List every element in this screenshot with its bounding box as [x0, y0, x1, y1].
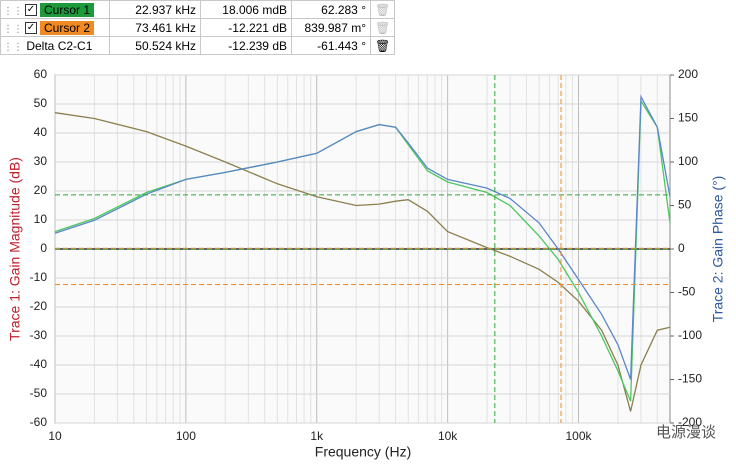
- frequency: 22.937 kHz: [109, 0, 201, 19]
- y2-tick-label: 150: [678, 111, 698, 125]
- x-axis-title: Frequency (Hz): [315, 444, 411, 460]
- y-tick-label: -30: [30, 328, 48, 342]
- y-tick-label: 50: [34, 96, 48, 110]
- y-tick-label: 40: [34, 125, 48, 139]
- x-tick-label: 100k: [566, 429, 593, 443]
- y2-tick-label: -100: [678, 328, 702, 342]
- watermark: 电源漫谈: [656, 424, 716, 441]
- y-tick-label: -40: [30, 357, 48, 371]
- x-tick-label: 10: [48, 429, 62, 443]
- frequency: 50.524 kHz: [109, 36, 201, 55]
- y-tick-label: -50: [30, 386, 48, 400]
- cursor-table: ⋮⋮ ✓ Cursor 1 22.937 kHz 18.006 mdB 62.283…: [0, 0, 396, 55]
- y-tick-label: -20: [30, 299, 48, 313]
- x-tick-label: 10k: [438, 429, 458, 443]
- y2-tick-label: -150: [678, 372, 702, 386]
- y2-tick-label: -200: [678, 415, 702, 429]
- y2-tick-label: -50: [678, 285, 696, 299]
- cursor-label: Cursor 2: [40, 20, 95, 35]
- cursor-label: Cursor 1: [40, 2, 95, 17]
- y2-tick-label: 200: [678, 67, 698, 81]
- cursor-row: ⋮⋮ Delta C2-C1 50.524 kHz -12.239 dB -61…: [0, 36, 396, 55]
- y-tick-label: 20: [34, 183, 48, 197]
- y-tick-label: 10: [34, 212, 48, 226]
- y2-axis-title: Trace 2: Gain Phase (°): [710, 176, 726, 323]
- y2-tick-label: 100: [678, 154, 698, 168]
- trace: [54, 112, 671, 412]
- cursor-label-cell: ⋮⋮ Delta C2-C1: [0, 36, 110, 55]
- gain: -12.221 dB: [200, 18, 292, 37]
- phase: -61.443 °: [291, 36, 371, 55]
- y-tick-label: -60: [30, 415, 48, 429]
- trace: [54, 94, 671, 380]
- gain: -12.239 dB: [200, 36, 292, 55]
- delete[interactable]: 🗑: [369, 36, 396, 55]
- x-tick-label: 1k: [310, 429, 324, 443]
- x-tick-label: 100: [176, 429, 196, 443]
- y-tick-label: 0: [40, 241, 47, 255]
- cursor-row: ⋮⋮ ✓ Cursor 2 73.461 kHz -12.221 dB 839.98…: [0, 18, 396, 37]
- y-tick-label: -10: [30, 270, 48, 284]
- y2-tick-label: 50: [678, 198, 692, 212]
- cursor-row: ⋮⋮ ✓ Cursor 1 22.937 kHz 18.006 mdB 62.283…: [0, 0, 396, 19]
- y-tick-label: 30: [34, 154, 48, 168]
- y-axis-title: Trace 1: Gain Magnitude (dB): [7, 157, 23, 341]
- y-tick-label: 60: [34, 67, 48, 81]
- cursor-label: Delta C2-C1: [26, 38, 93, 53]
- phase: 839.987 m°: [291, 18, 371, 37]
- cursor-label-cell[interactable]: ⋮⋮ ✓ Cursor 1: [0, 0, 110, 19]
- y2-tick-label: 0: [678, 241, 685, 255]
